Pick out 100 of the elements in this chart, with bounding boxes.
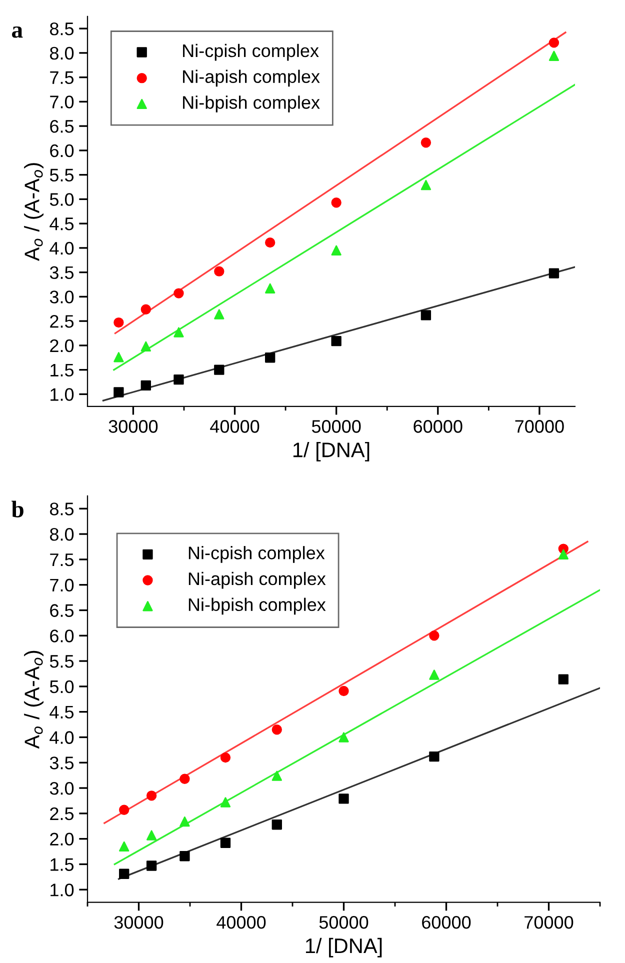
point	[420, 180, 432, 190]
x-tick-label: 40000	[216, 916, 266, 929]
point	[272, 770, 282, 781]
x-tick-label: 50000	[319, 916, 368, 929]
point	[338, 732, 349, 742]
y-tick-label: 3.0	[50, 782, 74, 795]
x-tick-label: 30000	[108, 420, 158, 433]
x-tick-label: 40000	[210, 420, 260, 433]
point	[214, 309, 224, 320]
point	[220, 797, 231, 808]
legend-label: Ni-bpish complex	[188, 598, 326, 615]
point	[114, 387, 124, 398]
legend-label: Ni-bpish complex	[183, 96, 320, 112]
y-tick-label: 7.0	[50, 578, 74, 592]
chart-title: b	[12, 500, 24, 518]
y-tick-label: 2.0	[50, 339, 74, 352]
point	[174, 374, 184, 385]
x-axis-title: 1/ [DNA]	[306, 938, 382, 958]
point	[180, 774, 190, 784]
x-tick-label: 70000	[524, 916, 574, 929]
point	[180, 816, 190, 827]
point	[331, 198, 342, 208]
point	[265, 283, 276, 294]
y-tick-label: 8.0	[50, 46, 74, 60]
point	[558, 674, 568, 684]
y-tick-label: 5.5	[50, 655, 74, 668]
point	[174, 327, 184, 338]
y-tick-label: 7.0	[50, 96, 74, 108]
y-tick-label: 8.5	[50, 22, 74, 36]
point	[220, 838, 231, 848]
y-tick-label: 4.0	[50, 731, 74, 744]
x-tick-label: 60000	[414, 420, 462, 433]
point	[548, 50, 560, 61]
y-tick-label: 3.0	[50, 290, 74, 304]
point	[119, 804, 130, 815]
point	[119, 841, 130, 852]
x-tick-label: 70000	[515, 420, 564, 433]
point	[272, 724, 282, 735]
y-tick-label: 5.5	[50, 168, 74, 182]
y-tick-label: 6.0	[50, 144, 74, 158]
y-tick-label: 7.5	[50, 554, 74, 566]
y-tick-label: 4.0	[50, 242, 74, 255]
point	[272, 820, 282, 830]
point	[338, 686, 349, 696]
point	[140, 380, 151, 391]
point	[214, 364, 224, 375]
legend-label: Ni-apish complex	[188, 572, 326, 589]
point	[146, 830, 157, 840]
point	[548, 268, 560, 278]
y-tick-label: 2.5	[50, 315, 74, 328]
point	[429, 670, 440, 680]
point	[429, 630, 440, 641]
y-tick-label: 6.5	[50, 120, 74, 133]
point	[331, 245, 342, 256]
point	[558, 549, 568, 560]
point	[331, 336, 342, 346]
point	[338, 794, 349, 804]
legend-label: Ni-apish complex	[183, 70, 320, 87]
point	[114, 317, 124, 328]
point	[146, 790, 157, 801]
y-tick-label: 1.5	[50, 364, 74, 377]
point	[429, 751, 440, 762]
point	[114, 352, 124, 362]
y-tick-label: 3.5	[50, 266, 74, 280]
y-axis-title: A$_{o}$ / (A-A$_{o}$)	[24, 163, 44, 262]
point	[265, 352, 276, 363]
y-tick-label: 4.5	[50, 706, 74, 719]
y-tick-label: 2.0	[50, 832, 74, 846]
point	[119, 868, 130, 879]
chart-title: a	[12, 26, 23, 38]
y-tick-label: 2.5	[50, 807, 74, 820]
y-tick-label: 5.0	[50, 680, 74, 694]
x-tick-label: 30000	[114, 916, 164, 929]
point	[140, 341, 151, 352]
y-tick-label: 8.0	[50, 528, 74, 541]
point	[548, 38, 560, 48]
point	[420, 138, 432, 148]
y-tick-label: 1.0	[50, 388, 74, 401]
legend-label: Ni-cpish complex	[188, 546, 325, 563]
point	[420, 310, 432, 320]
y-tick-label: 5.0	[50, 193, 74, 206]
point	[180, 851, 190, 862]
y-tick-label: 8.5	[50, 502, 74, 516]
y-tick-label: 1.5	[50, 858, 74, 871]
point	[265, 237, 276, 248]
point	[146, 860, 157, 871]
x-axis-title: 1/ [DNA]	[293, 442, 370, 462]
y-tick-label: 3.5	[50, 756, 74, 770]
y-tick-label: 4.5	[50, 218, 74, 230]
x-tick-label: 60000	[422, 916, 471, 929]
y-tick-label: 6.0	[50, 630, 74, 642]
point	[174, 288, 184, 298]
y-tick-label: 1.0	[50, 884, 74, 896]
x-tick-label: 50000	[312, 420, 361, 433]
point	[140, 304, 151, 314]
point	[214, 266, 224, 276]
point	[220, 752, 231, 763]
y-axis-title: A$_{o}$ / (A-A$_{o}$)	[24, 650, 44, 749]
y-tick-label: 7.5	[50, 71, 74, 84]
y-tick-label: 6.5	[50, 604, 74, 617]
